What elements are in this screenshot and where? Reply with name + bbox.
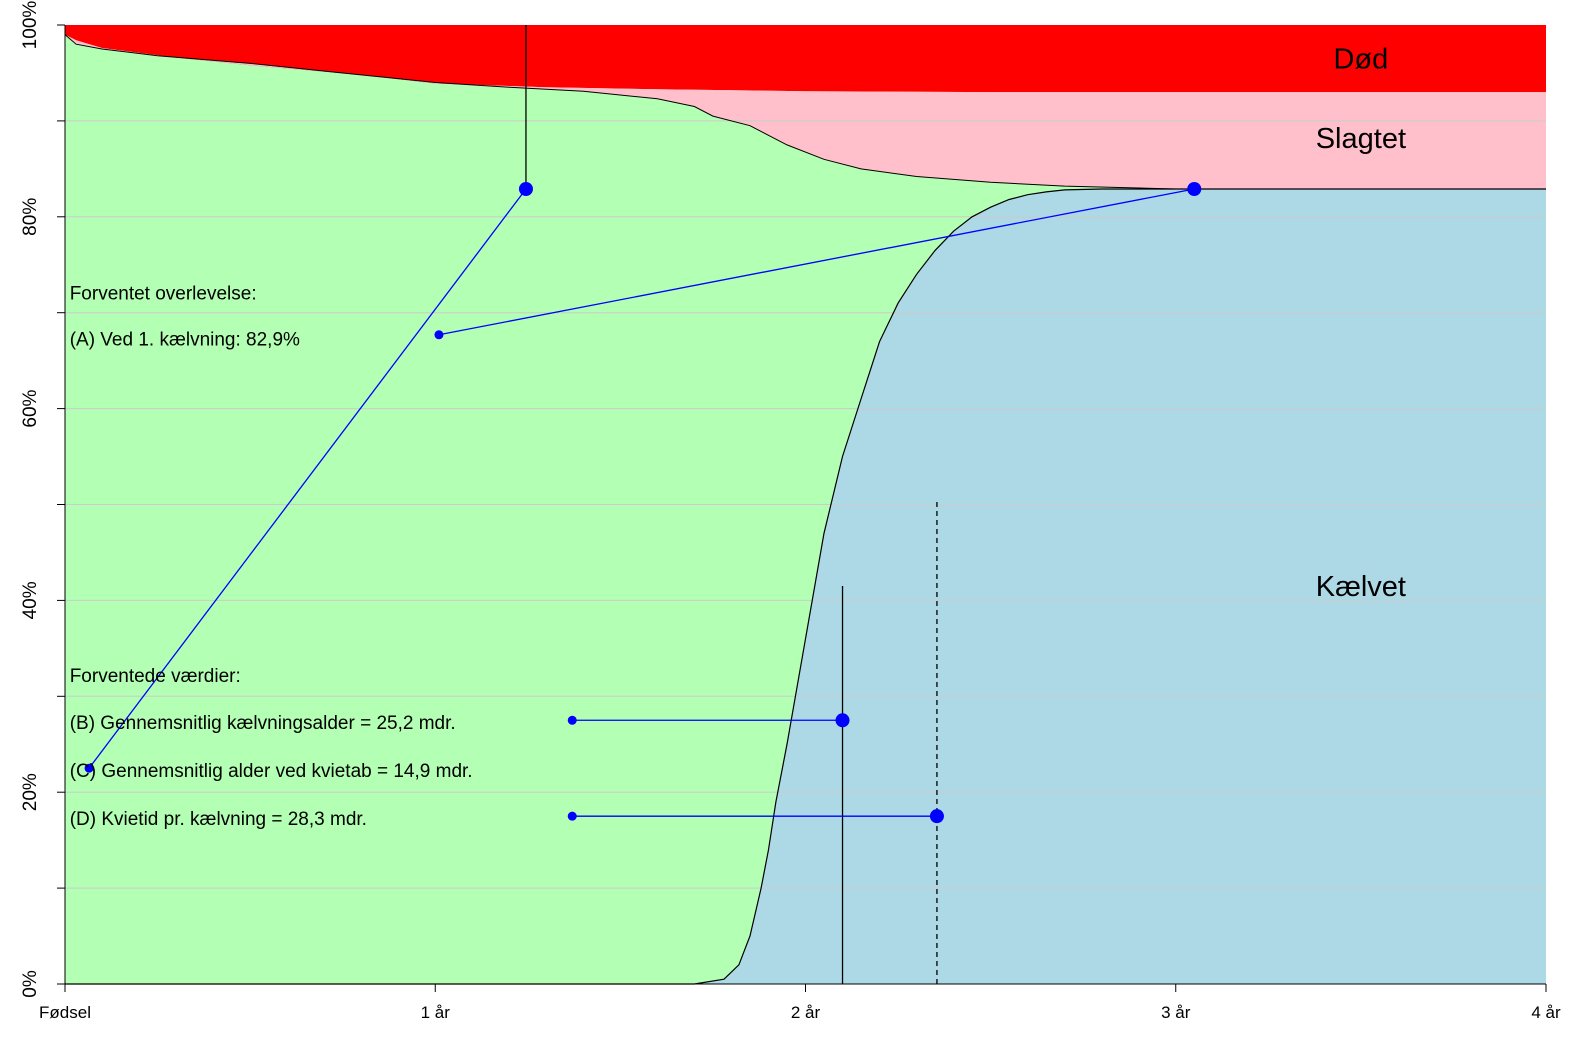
connector-line-1 <box>88 188 527 769</box>
gridlines <box>65 120 1546 889</box>
connector-line-0 <box>438 188 1195 336</box>
connector-dot-small-3 <box>567 811 577 821</box>
region-label-kaelvet: Kælvet <box>1316 571 1406 603</box>
outline-green-top <box>64 34 1546 190</box>
y-tick-label-20: 20% <box>20 773 41 811</box>
annotation-heading-values: Forventede værdier: <box>70 666 241 687</box>
y-tick-label-60: 60% <box>20 389 41 427</box>
region-label-slagtet: Slagtet <box>1316 123 1406 155</box>
text-layer: Død Slagtet Kælvet Forventet overlevelse… <box>20 1 1561 1022</box>
area-kaelvet <box>65 189 1546 984</box>
y-tick-label-40: 40% <box>20 581 41 619</box>
area-dod <box>65 25 1546 93</box>
annotation-b: (B) Gennemsnitlig kælvningsalder = 25,2 … <box>70 713 456 734</box>
annotation-c: (C) Gennemsnitlig alder ved kvietab = 14… <box>70 761 473 782</box>
region-label-dod: Død <box>1333 44 1388 76</box>
outline-kaelvet <box>65 188 1546 985</box>
annotation-a: (A) Ved 1. kælvning: 82,9% <box>70 330 300 351</box>
y-tick-label-0: 0% <box>20 970 41 998</box>
x-tick-label-1: 1 år <box>421 1003 451 1022</box>
y-tick-label-100: 100% <box>20 1 41 50</box>
annotation-d: (D) Kvietid pr. kælvning = 28,3 mdr. <box>70 809 367 830</box>
connector-dot-small-0 <box>434 330 444 340</box>
y-tick-label-80: 80% <box>20 198 41 236</box>
connector-lines <box>84 181 1202 824</box>
connector-dot-large-0 <box>1187 181 1202 196</box>
x-tick-label-3: 3 år <box>1161 1003 1191 1022</box>
annotation-heading-survival: Forventet overlevelse: <box>70 284 257 305</box>
connector-dot-large-2 <box>835 713 850 728</box>
area-slagtet <box>65 34 1546 189</box>
x-tick-label-2: 2 år <box>791 1003 821 1022</box>
connector-dot-large-3 <box>929 809 944 824</box>
connector-dot-small-2 <box>567 715 577 725</box>
axes <box>57 24 1547 992</box>
connector-dot-large-1 <box>518 181 533 196</box>
vertical-markers <box>525 25 938 984</box>
boundary-outlines <box>64 34 1546 985</box>
connector-dot-small-1 <box>84 763 94 773</box>
x-tick-label-4: 4 år <box>1531 1003 1561 1022</box>
x-tick-label-0: Fødsel <box>39 1003 91 1022</box>
